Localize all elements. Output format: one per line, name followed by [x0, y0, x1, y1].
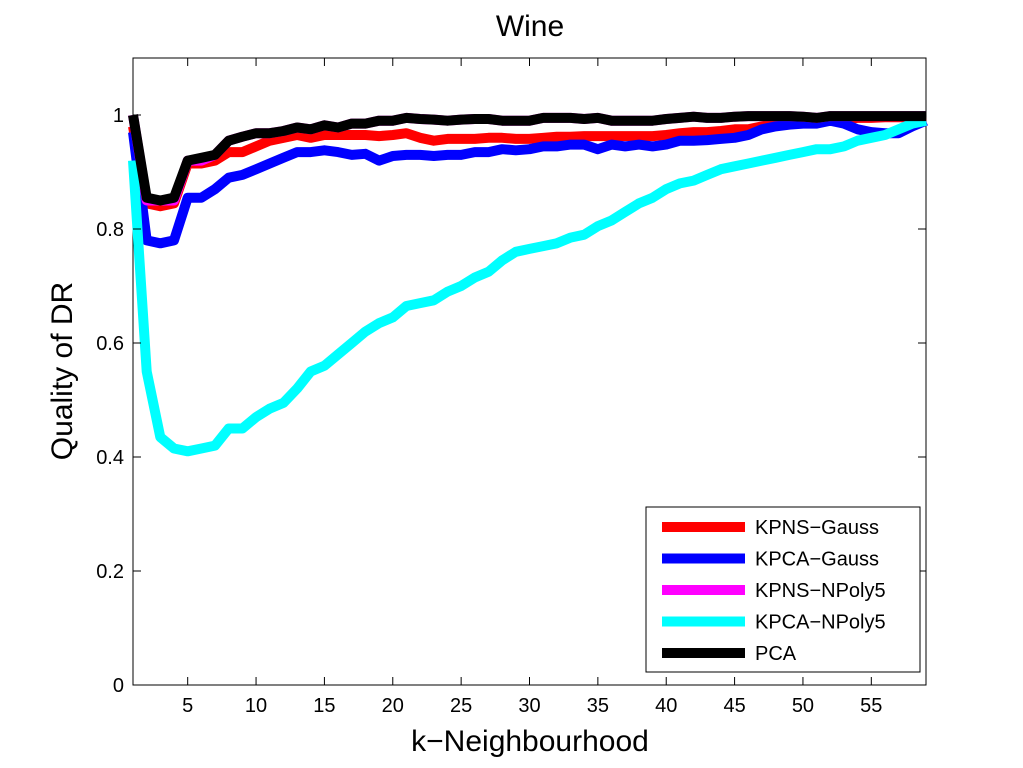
y-tick-label: 0.2	[96, 561, 124, 583]
x-tick-label: 20	[382, 695, 404, 717]
legend-label-4: PCA	[755, 643, 797, 665]
legend-label-2: KPNS−NPoly5	[755, 580, 886, 602]
series-line-1	[128, 115, 928, 249]
y-axis-title: Quality of DR	[46, 282, 79, 460]
x-tick-label: 35	[587, 695, 609, 717]
x-tick-label: 45	[723, 695, 745, 717]
x-tick-label: 10	[245, 695, 267, 717]
x-tick-label: 55	[860, 695, 882, 717]
y-tick-label: 0.4	[96, 447, 124, 469]
x-tick-label: 5	[182, 695, 193, 717]
legend: KPNS−Gauss KPCA−Gauss KPNS−NPoly5 KPCA−NPol…	[645, 506, 921, 673]
x-tick-label: 25	[450, 695, 472, 717]
y-tick-label: 0	[113, 675, 124, 697]
legend-label-3: KPCA−NPoly5	[755, 612, 886, 634]
chart-title: Wine	[496, 10, 564, 43]
x-axis-title: k−Neighbourhood	[411, 725, 649, 758]
series-line-4	[128, 111, 926, 206]
series-layer	[128, 111, 928, 457]
legend-label-1: KPCA−Gauss	[755, 549, 879, 571]
x-tick-label: 50	[792, 695, 814, 717]
x-tick-label: 15	[313, 695, 335, 717]
series-line-3	[128, 115, 928, 457]
ticks-layer: 5 10 15 20 25 30 35 40 45 50 55 0 0.2 0.4 0.6 0.8 1	[96, 58, 926, 717]
legend-label-0: KPNS−Gauss	[755, 517, 879, 539]
x-tick-label: 30	[518, 695, 540, 717]
y-tick-label: 1	[113, 105, 124, 127]
y-tick-label: 0.6	[96, 333, 124, 355]
y-tick-label: 0.8	[96, 219, 124, 241]
x-tick-label: 40	[655, 695, 677, 717]
